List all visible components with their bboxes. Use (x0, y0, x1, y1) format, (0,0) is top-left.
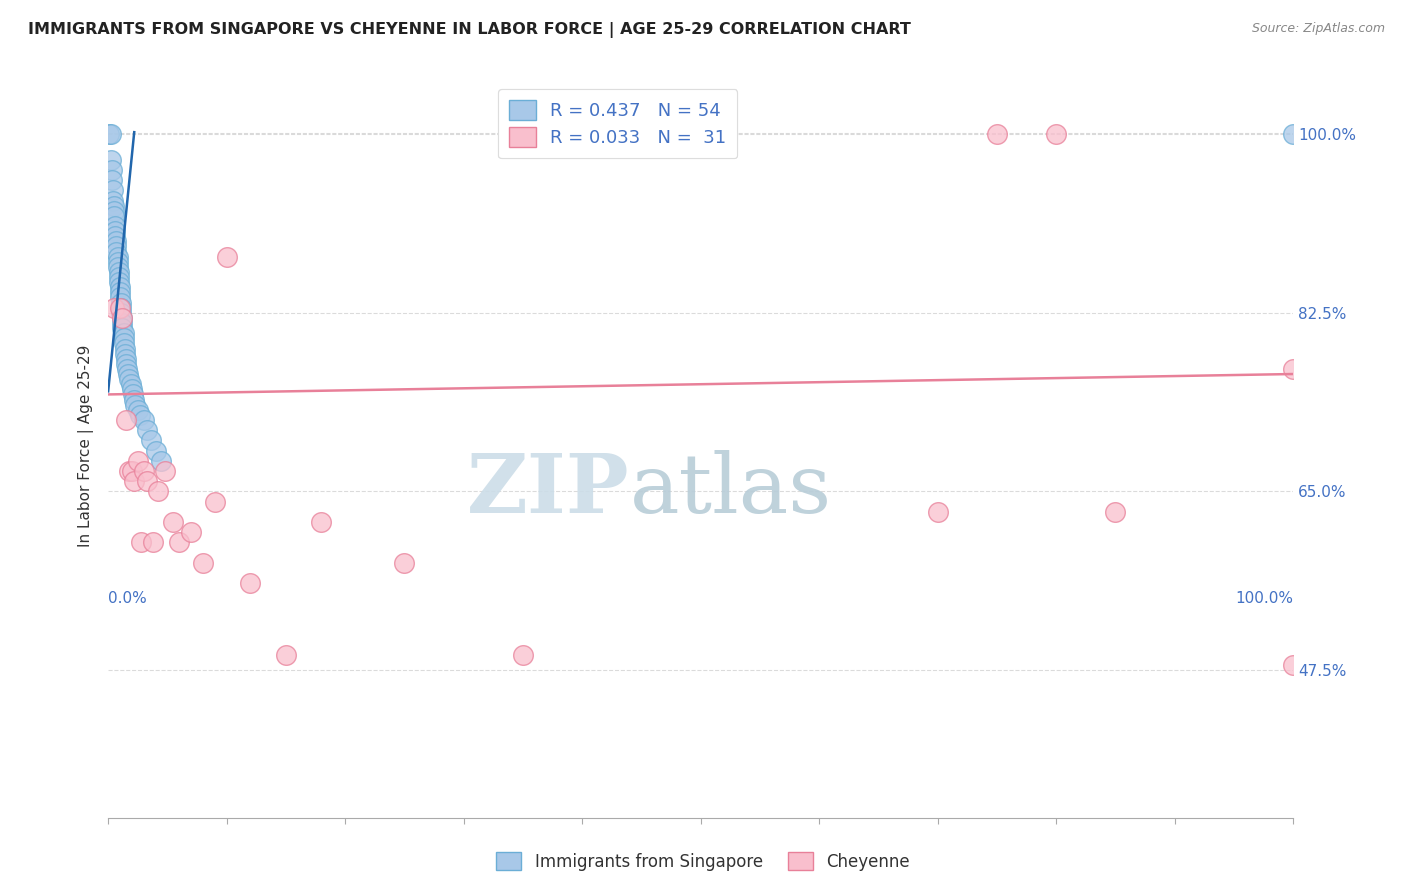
Point (112, 336, 135, 351)
Text: atlas: atlas (630, 450, 831, 530)
Point (146, 484, 169, 499)
Point (108, 285, 131, 300)
Point (111, 310, 134, 325)
Point (114, 346, 136, 360)
Point (98, 127, 121, 141)
Point (215, 250, 238, 264)
Point (108, 291, 131, 305)
Y-axis label: In Labor Force | Age 25-29: In Labor Force | Age 25-29 (79, 344, 94, 547)
Point (118, 372, 141, 386)
Point (239, 576, 262, 591)
Point (153, 464, 176, 478)
Point (108, 280, 131, 294)
Point (127, 402, 149, 417)
Point (986, 127, 1008, 141)
Point (927, 505, 949, 519)
Point (105, 235, 128, 249)
Point (1282, 127, 1305, 141)
Point (107, 250, 129, 264)
Point (122, 474, 145, 488)
Point (115, 362, 138, 376)
Point (103, 199, 125, 213)
Point (105, 244, 128, 259)
Text: IMMIGRANTS FROM SINGAPORE VS CHEYENNE IN LABOR FORCE | AGE 25-29 CORRELATION CHA: IMMIGRANTS FROM SINGAPORE VS CHEYENNE IN… (28, 22, 911, 38)
Point (311, 515, 333, 529)
Point (108, 270, 131, 285)
Point (132, 464, 155, 478)
Point (108, 301, 131, 315)
Point (136, 423, 159, 437)
Point (139, 434, 162, 448)
Point (104, 224, 127, 238)
Point (167, 535, 190, 549)
Text: 100.0%: 100.0% (1234, 591, 1294, 606)
Text: Source: ZipAtlas.com: Source: ZipAtlas.com (1251, 22, 1385, 36)
Point (115, 357, 138, 371)
Point (150, 454, 173, 468)
Point (105, 239, 128, 253)
Point (108, 265, 131, 279)
Point (110, 295, 132, 310)
Point (103, 209, 125, 223)
Point (111, 321, 134, 335)
Point (122, 392, 145, 407)
Point (110, 301, 132, 315)
Text: ZIP: ZIP (467, 450, 630, 530)
Point (100, 127, 122, 141)
Point (100, 173, 122, 187)
Point (104, 229, 127, 244)
Point (1104, 505, 1126, 519)
Point (132, 413, 155, 427)
Point (136, 474, 159, 488)
Point (1045, 127, 1067, 141)
Point (111, 310, 134, 325)
Point (108, 275, 131, 289)
Point (512, 648, 534, 662)
Point (107, 260, 129, 274)
Point (1282, 657, 1305, 672)
Point (121, 464, 143, 478)
Point (180, 525, 202, 540)
Text: 0.0%: 0.0% (108, 591, 146, 606)
Legend: Immigrants from Singapore, Cheyenne: Immigrants from Singapore, Cheyenne (488, 844, 918, 880)
Point (101, 194, 124, 208)
Point (122, 387, 145, 401)
Point (101, 183, 124, 197)
Point (394, 556, 416, 570)
Point (118, 464, 141, 478)
Point (191, 556, 214, 570)
Point (204, 494, 226, 508)
Point (127, 454, 149, 468)
Point (142, 535, 165, 549)
Point (274, 648, 297, 662)
Point (131, 535, 153, 549)
Point (104, 219, 127, 233)
Point (111, 316, 134, 330)
Point (112, 326, 135, 341)
Point (129, 408, 152, 422)
Point (1282, 362, 1305, 376)
Point (120, 377, 142, 392)
Point (115, 413, 138, 427)
Point (100, 162, 122, 177)
Point (115, 351, 138, 366)
Point (112, 331, 135, 345)
Point (121, 382, 143, 396)
Legend: R = 0.437   N = 54, R = 0.033   N =  31: R = 0.437 N = 54, R = 0.033 N = 31 (498, 89, 737, 158)
Point (162, 515, 184, 529)
Point (117, 367, 139, 381)
Point (103, 203, 125, 218)
Point (124, 398, 146, 412)
Point (100, 153, 122, 167)
Point (145, 443, 167, 458)
Point (110, 306, 132, 320)
Point (107, 254, 129, 268)
Point (103, 301, 125, 315)
Point (114, 342, 136, 356)
